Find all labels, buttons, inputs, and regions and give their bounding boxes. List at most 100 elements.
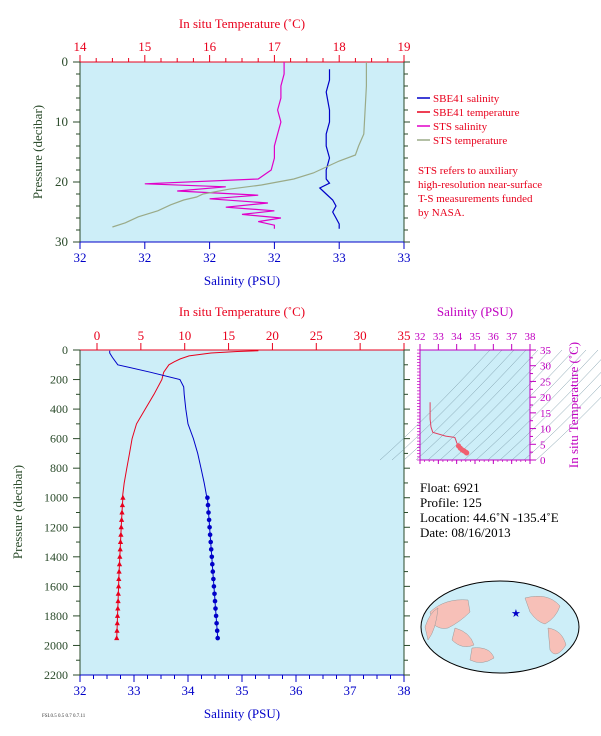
salinity-sample-point	[210, 561, 215, 567]
bottom-temperature-axis-title: In situ Temperature (˚C)	[179, 304, 305, 319]
note-line-3: T-S measurements funded	[418, 193, 533, 205]
temperature-sample-point	[115, 605, 121, 611]
date: Date: 08/16/2013	[420, 525, 511, 540]
bottom-pressure-tick-label: 0	[62, 343, 68, 357]
legend: SBE41 salinity SBE41 temperature STS sal…	[417, 93, 520, 147]
salinity-sample-point	[209, 554, 215, 560]
salinity-sample-point	[214, 621, 219, 626]
sts-temperature-line	[112, 62, 367, 228]
top-profile-lines	[112, 62, 367, 229]
temperature-sample-point	[116, 561, 123, 567]
top-temperature-axis-title: In situ Temperature (˚C)	[179, 16, 305, 31]
footnote: FSI.0.5 0.5 0.7 0.7.11	[42, 714, 86, 719]
top-sal-tick-label: 32	[268, 250, 281, 265]
bottom-panel: 0 5 10 15 20 25 30 35 32 33 34 35 36 37 38 0 200 400 600…	[10, 304, 411, 721]
temperature-sample-point	[116, 576, 122, 581]
bottom-sal-tick-label: 34	[182, 683, 196, 698]
top-sal-tick-label: 32	[203, 250, 216, 265]
temperature-sample-point	[116, 568, 122, 574]
ts-sal-tick-label: 35	[470, 331, 482, 343]
ts-curve	[429, 402, 470, 456]
bottom-temp-tick-label: 0	[94, 328, 101, 343]
top-salinity-ticks: 32 32 32 32 33 33	[74, 242, 411, 265]
ts-panel: 32 33 34 35 36 37 38 0 5 10 15 20 25 30 35 Salinity (…	[379, 304, 601, 468]
note-line-4: by NASA.	[418, 207, 465, 219]
ts-density-contour	[475, 349, 587, 461]
ts-temp-tick-label: 10	[540, 424, 552, 436]
ts-density-contour	[499, 359, 601, 461]
ts-temp-tick-label: 0	[540, 455, 546, 467]
ts-temp-tick-label: 15	[540, 408, 552, 420]
salinity-sample-point	[215, 635, 220, 641]
salinity-sample-point	[211, 584, 217, 589]
bottom-sal-tick-label: 35	[236, 683, 249, 698]
top-sal-tick-label: 33	[333, 250, 346, 265]
salinity-profile-line	[109, 350, 208, 498]
temperature-sample-point	[114, 612, 121, 618]
bottom-pressure-tick-label: 1400	[44, 550, 68, 564]
ts-sal-tick-label: 33	[433, 331, 445, 343]
ts-plot-background	[420, 350, 530, 460]
temperature-profile-line	[121, 350, 259, 498]
bottom-sal-tick-label: 36	[290, 683, 304, 698]
temperature-sample-point	[114, 620, 120, 626]
world-map: ★	[420, 580, 580, 674]
legend-label-sbe41-salinity: SBE41 salinity	[433, 93, 500, 105]
top-sal-tick-label: 33	[398, 250, 411, 265]
temperature-sample-point	[119, 516, 125, 522]
ts-density-contour	[463, 349, 575, 461]
ts-temp-tick-label: 20	[540, 392, 552, 404]
temperature-sample-point	[119, 509, 125, 515]
bottom-pressure-tick-label: 400	[50, 402, 68, 416]
bottom-sal-tick-label: 33	[128, 683, 141, 698]
bottom-pressure-tick-label: 1000	[44, 491, 68, 505]
profile-number: Profile: 125	[420, 495, 482, 510]
salinity-sample-point	[213, 613, 219, 619]
top-plot-background	[80, 62, 404, 242]
bottom-temp-tick-label: 30	[354, 328, 367, 343]
top-pressure-axis-title: Pressure (decibar)	[30, 105, 45, 199]
bottom-temp-tick-label: 35	[398, 328, 411, 343]
bottom-temp-tick-label: 25	[310, 328, 323, 343]
ts-density-contour	[511, 372, 601, 461]
bottom-pressure-tick-label: 2200	[44, 668, 68, 682]
top-temp-tick-label: 15	[138, 39, 151, 54]
ts-salinity-axis-title: Salinity (PSU)	[437, 304, 513, 319]
ts-sal-tick-label: 38	[525, 331, 537, 343]
top-pressure-tick-label: 10	[55, 114, 68, 129]
bottom-pressure-tick-label: 1600	[44, 579, 68, 593]
salinity-sample-point	[207, 525, 212, 530]
temperature-sample-point	[119, 502, 125, 508]
ts-density-contour	[391, 349, 503, 461]
bottom-salinity-ticks: 32 33 34 35 36 37 38	[74, 675, 411, 698]
ts-temperature-axis-title: In situ Temperature (˚C)	[566, 342, 581, 468]
top-pressure-tick-label: 0	[62, 54, 69, 69]
bottom-sample-markers	[114, 494, 220, 641]
map-land-africa-europe	[424, 607, 439, 641]
top-temp-tick-label: 19	[398, 39, 411, 54]
top-salinity-axis-title: Salinity (PSU)	[204, 273, 280, 288]
bottom-pressure-tick-label: 1200	[44, 520, 68, 534]
ts-temperature-ticks: 0 5 10 15 20 25 30 35	[417, 345, 552, 467]
top-panel: 14 15 16 17 18 19 32 32 32 32 33 33 0 10 20 30 In sit…	[30, 16, 411, 288]
temperature-sample-point	[118, 531, 124, 537]
bottom-pressure-tick-label: 1800	[44, 609, 68, 623]
top-pressure-ticks: 0 10 20 30	[55, 54, 410, 249]
salinity-sample-point	[206, 510, 211, 515]
sts-note: STS refers to auxiliary high-resolution …	[418, 165, 542, 219]
salinity-sample-point	[210, 569, 216, 574]
ts-salinity-ticks: 32 33 34 35 36 37 38	[415, 331, 537, 464]
map-land-asia	[429, 599, 471, 629]
temperature-sample-point	[117, 546, 123, 552]
top-temp-tick-label: 17	[268, 39, 282, 54]
ts-temp-tick-label: 30	[540, 361, 552, 373]
temperature-sample-point	[115, 598, 121, 604]
legend-label-sts-salinity: STS salinity	[433, 121, 488, 133]
top-temp-tick-label: 16	[203, 39, 217, 54]
salinity-sample-point	[205, 502, 211, 508]
top-sal-tick-label: 32	[74, 250, 87, 265]
bottom-pressure-tick-label: 800	[50, 461, 68, 475]
salinity-sample-point	[214, 628, 220, 633]
top-pressure-tick-label: 20	[55, 174, 68, 189]
